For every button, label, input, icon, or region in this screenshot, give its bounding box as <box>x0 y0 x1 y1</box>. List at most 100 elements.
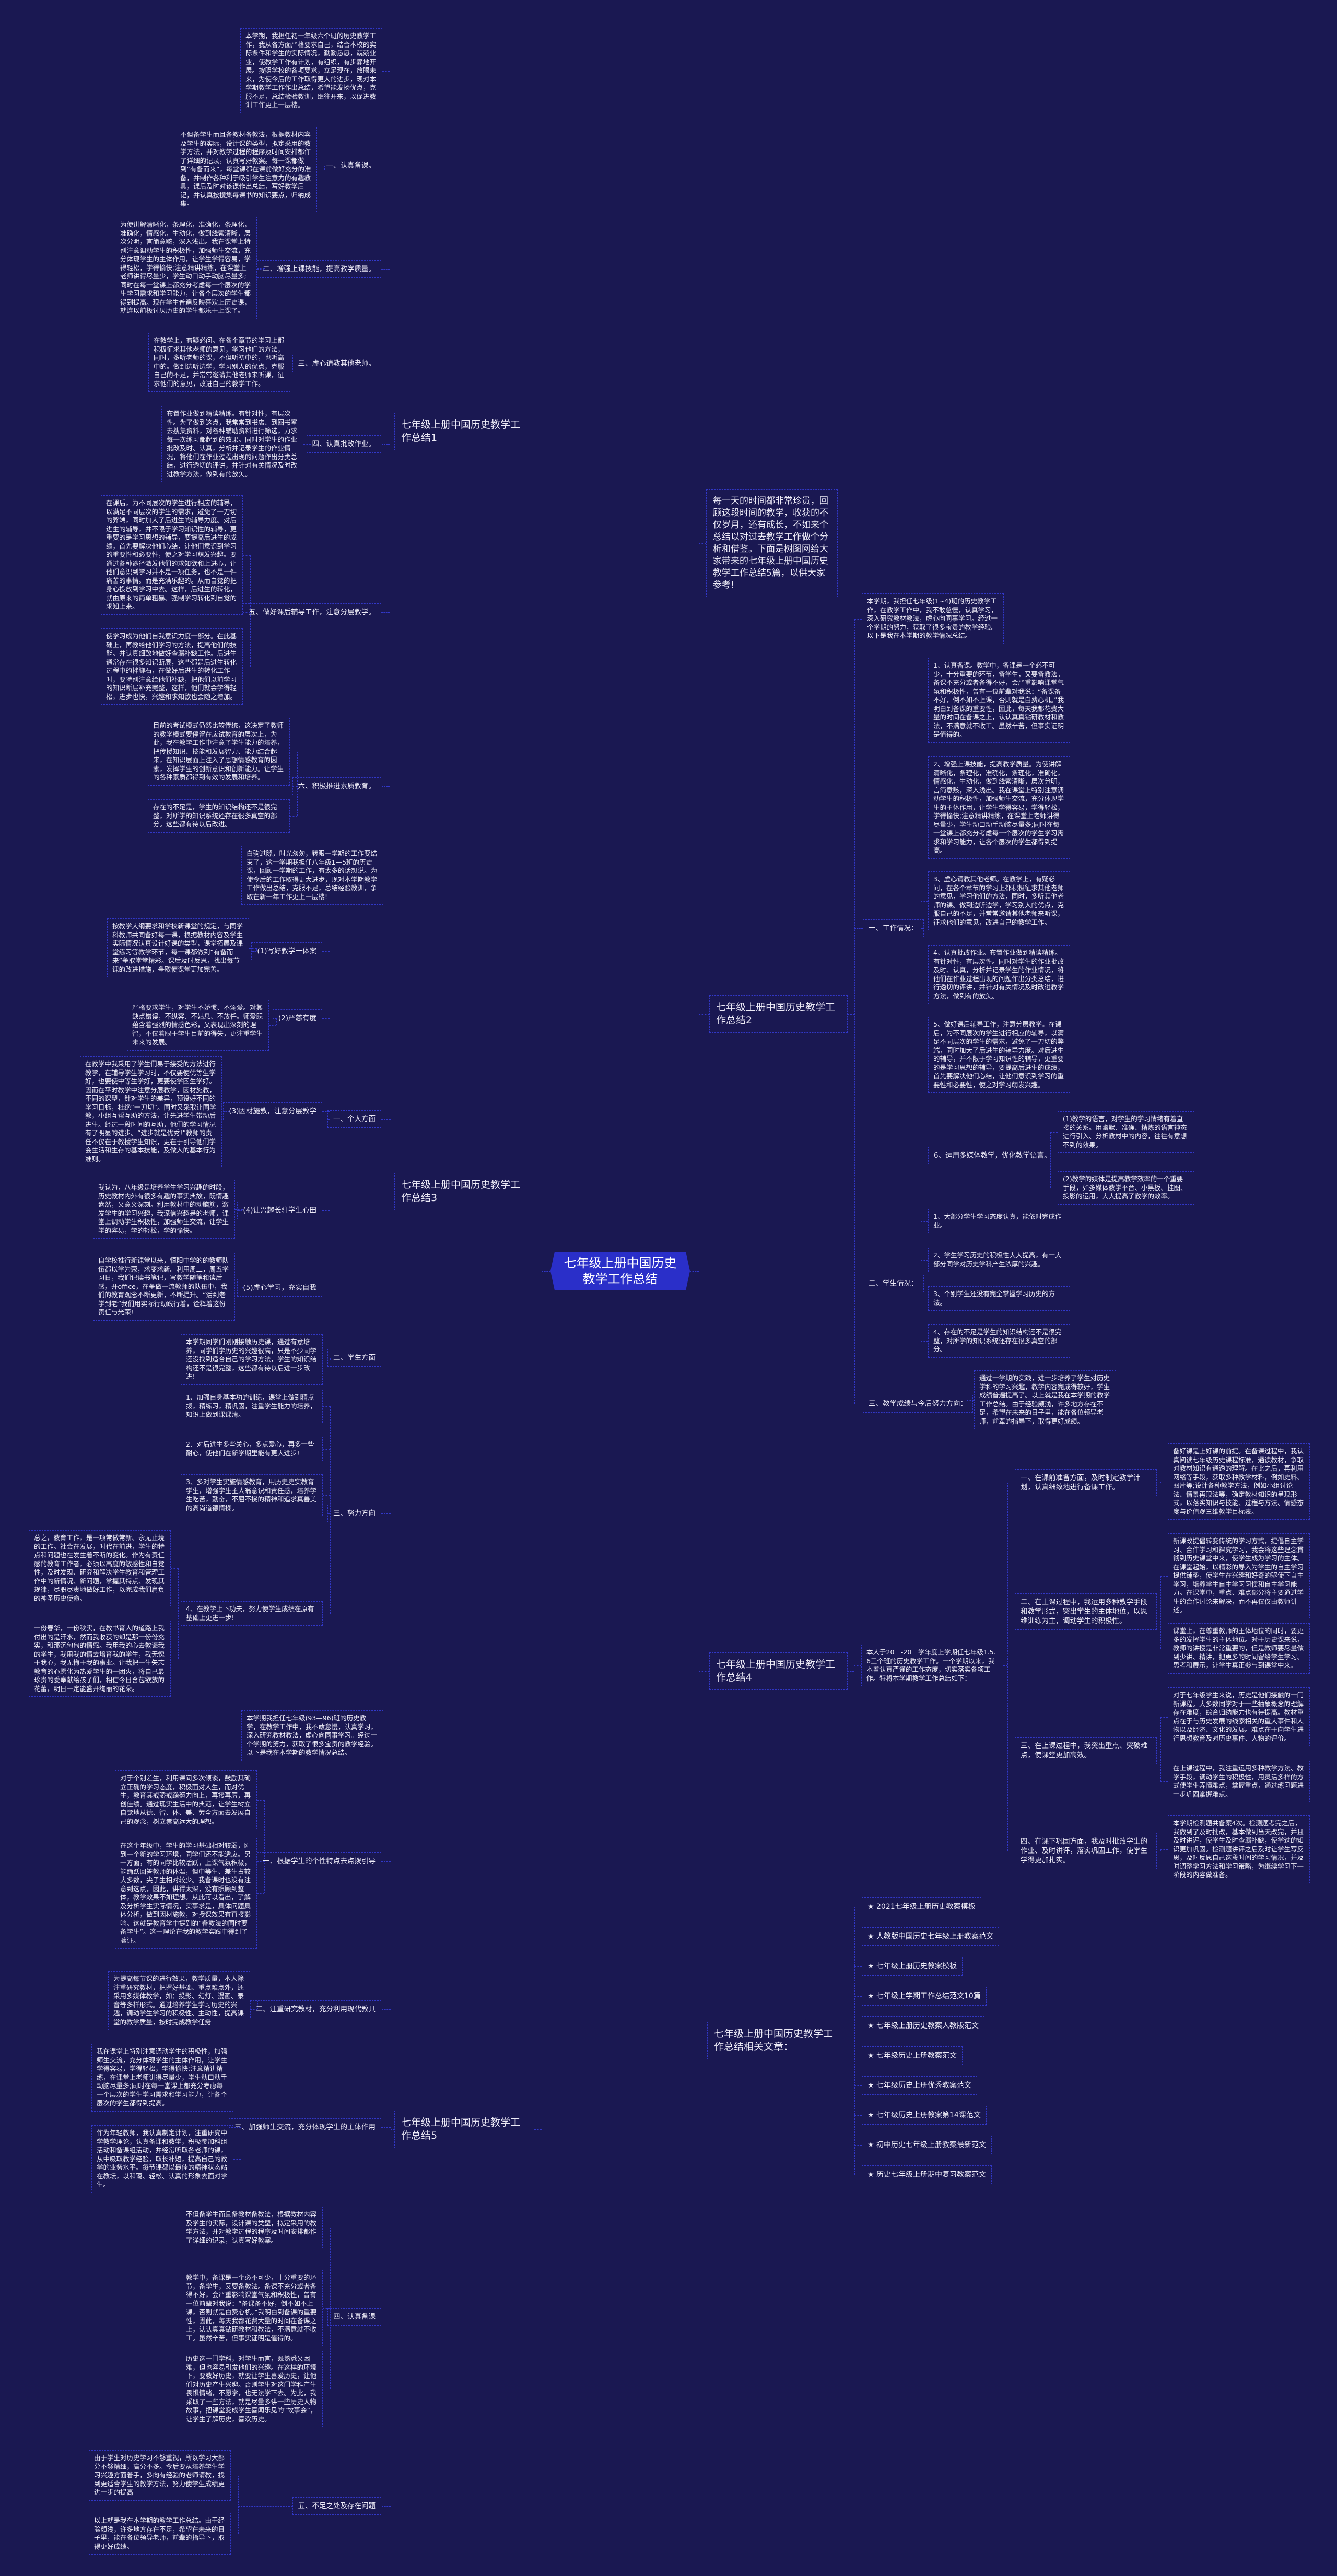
connector-line <box>381 1513 391 1514</box>
connector-line <box>1160 1482 1161 1483</box>
related-article-link[interactable]: 七年级上册历史教案人教版范文 <box>862 2016 985 2035</box>
connector-line <box>699 543 706 544</box>
connector-line <box>1160 1849 1161 1851</box>
branch-topic[interactable]: 七年级上册中国历史教学工作总结5 <box>394 2111 534 2148</box>
connector-line <box>323 1449 330 1450</box>
detail-note: 本学期我担任七年级(93—96)班的历史教学，在教学工作中，我不敢怠慢，认真学习… <box>241 1710 383 1761</box>
subtopic-heading: (5)虚心学习，充实自我 <box>237 1279 322 1297</box>
branch-topic[interactable]: 七年级上册中国历史教学工作总结3 <box>394 1173 534 1210</box>
connector-line <box>382 2009 391 2010</box>
connector-line <box>854 1665 861 1666</box>
detail-note: 1、加强自身基本功的训练，课堂上做到精点拨，精练习，精巩固，注重学生能力的培养，… <box>181 1390 323 1423</box>
connector-line <box>381 1861 391 1862</box>
detail-note: 目前的考试模式仍然比较传统，这决定了教师的教学模式要停留在应试教育的层次上，为此… <box>148 718 290 786</box>
connector-line <box>330 1358 331 1360</box>
branch-topic[interactable]: 七年级上册中国历史教学工作总结1 <box>394 413 534 450</box>
subtopic-heading: 三、努力方向 <box>327 1505 381 1522</box>
connector-line <box>327 1119 330 1120</box>
connector-line <box>237 1210 242 1211</box>
connector-line <box>921 901 928 902</box>
related-article-link[interactable]: 历史七年级上册期中复习教案范文 <box>862 2165 992 2184</box>
connector-line <box>1007 1483 1008 1851</box>
related-article-link[interactable]: 七年级历史上册优秀教案范文 <box>862 2076 978 2095</box>
related-article-link[interactable]: 初中历史七年级上册教案最新范文 <box>862 2136 992 2154</box>
subtopic-heading: 四、认真批改作业。 <box>306 435 381 453</box>
connector-line <box>854 2115 862 2116</box>
subtopic-heading: 三、虚心请教其他老师。 <box>292 355 381 372</box>
subtopic-heading: 二、学生情况： <box>863 1275 924 1292</box>
detail-note: (2)教学的媒体是提高教学效率的一个重要手段，如多媒体教学平台、小黑板、挂图、投… <box>1058 1171 1194 1205</box>
center-topic[interactable]: 七年级上册中国历史教学工作总结 <box>550 1252 690 1290</box>
connector-line <box>223 1111 229 1112</box>
connector-line <box>238 2506 292 2507</box>
connector-line <box>257 1893 264 1894</box>
subtopic-heading: 6、运用多媒体教学，优化教学语言。 <box>928 1147 1057 1164</box>
detail-note: 新课改提倡转变传统的学习方式，提倡自主学习、合作学习和探究学习，我会将这些理念贯… <box>1168 1533 1310 1618</box>
detail-note: 4、存在的不足是学生的知识结构还不是很完整，对所学的知识系统还存在很多真空的部分… <box>928 1324 1070 1358</box>
detail-note: 本学期同学们刚刚接触历史课，通过有意培养，同学们学历史的兴趣很高，只是不少同学还… <box>181 1334 323 1385</box>
branch-topic[interactable]: 七年级上册中国历史教学工作总结相关文章： <box>707 2022 848 2059</box>
detail-note: 使学习成为他们自我意识力度一部分。在此基础上，再教给他们学习的方法，提高他们的技… <box>101 628 243 705</box>
related-article-link[interactable]: 七年级历史上册教案范文 <box>862 2046 963 2065</box>
connector-line <box>699 1014 709 1015</box>
connector-line <box>854 2085 862 2086</box>
connector-line <box>1160 1576 1168 1577</box>
connector-line <box>264 1800 265 1893</box>
subtopic-heading: 三、加强师生交流，充分体现学生的主体作用 <box>229 2118 381 2136</box>
connector-line <box>921 1260 928 1261</box>
subtopic-heading: 二、在上课过程中，我运用多种教学手段和教学形式，突出学生的主体地位，以思维训练为… <box>1015 1593 1157 1630</box>
related-article-link[interactable]: 七年级上册历史教案模板 <box>862 1957 963 1976</box>
connector-line <box>534 2129 542 2130</box>
connector-line <box>921 1221 928 1222</box>
subtopic-heading: 六、积极推进素质教育。 <box>292 777 381 795</box>
detail-note: 以上就是我在本学期的教学工作总结。由于经验颇浅，许多地方存在不足，希望在未来的日… <box>89 2513 231 2555</box>
connector-line <box>854 2145 862 2146</box>
related-article-link[interactable]: 七年级上学期工作总结范文10篇 <box>862 1987 987 2006</box>
subtopic-heading: 一、认真备课。 <box>320 157 381 174</box>
connector-line <box>243 612 250 613</box>
detail-note: 4、认真批改作业。布置作业做到精读精练。有针对性，有层次性。同时对学生的作业批改… <box>928 945 1070 1004</box>
detail-note: 作为年轻教师，我认真制定计划，注重研究中学教学理论，认真备课和教学，积极参加科组… <box>91 2125 233 2193</box>
connector-line <box>229 2127 241 2128</box>
subtopic-heading: 五、不足之处及存在问题 <box>292 2497 381 2515</box>
subtopic-heading: 四、在课下巩固方面，我及时批改学生的作业、及时讲评，落实巩固工作，使学生学得更加… <box>1015 1833 1157 1869</box>
connector-line <box>854 928 863 929</box>
connector-line <box>382 2506 391 2507</box>
connector-line <box>1160 1849 1168 1850</box>
branch-topic[interactable]: 七年级上册中国历史教学工作总结2 <box>709 995 848 1033</box>
connector-line <box>323 1495 330 1496</box>
connector-line <box>382 444 390 445</box>
connector-line <box>290 816 297 817</box>
connector-line <box>297 752 298 816</box>
connector-line <box>1160 1576 1161 1649</box>
detail-note: 在上课过程中，我注重运用多种教学方法、教学手段，调动学生的积极性，用灵活多样的方… <box>1168 1761 1310 1802</box>
connector-line <box>257 1800 264 1801</box>
related-article-link[interactable]: 2021七年级上册历史教案模板 <box>862 1897 981 1916</box>
related-article-link[interactable]: 七年级历史上册教案第14课范文 <box>862 2106 987 2125</box>
detail-note: 备好课是上好课的前提。在备课过程中，我认真阅读七年级历史课程标准，通读教材，争取… <box>1168 1443 1310 1520</box>
connector-line <box>250 555 251 667</box>
detail-note: 存在的不足是，学生的知识结构还不是很完整，对所学的知识系统还存在很多真空的部分。… <box>148 799 290 833</box>
branch-topic[interactable]: 七年级上册中国历史教学工作总结4 <box>709 1652 848 1690</box>
connector-line <box>921 928 924 929</box>
detail-note: 教学中，备课是一个必不可少，十分重要的环节，备学生，又要备教法。备课不充分或者备… <box>181 2270 323 2346</box>
detail-note: 一份春华，一份秋实，在教书育人的道路上我付出的是汗水，然而我收获的却是那一份份充… <box>29 1621 171 1697</box>
connector-line <box>322 1111 330 1112</box>
subtopic-heading: (1)写好教学一体案 <box>251 942 322 960</box>
detail-note: 2、对后进生多些关心，多点爱心，再多一些耐心，使他们在新学期里能有更大进步! <box>181 1437 323 1461</box>
connector-line <box>243 555 250 556</box>
detail-note: 4、在教学上下功夫，努力使学生成绩在原有基础上更进一步! <box>181 1601 323 1626</box>
related-article-link[interactable]: 人教版中国历史七年级上册教案范文 <box>862 1927 1000 1946</box>
connector-line <box>171 1568 178 1569</box>
connector-line <box>967 1400 974 1401</box>
connector-line <box>690 1271 699 1272</box>
connector-line <box>257 268 264 269</box>
connector-line <box>323 1406 330 1407</box>
subtopic-heading: 一、在课前准备方面，及时制定教学计划，认真细致地进行备课工作。 <box>1015 1469 1157 1496</box>
connector-line <box>381 269 390 270</box>
detail-note: 在教学上，有疑必问。在各个章节的学习上都积极征求其他老师的意见，学习他们的方法，… <box>148 333 290 392</box>
connector-line <box>1160 1717 1161 1781</box>
detail-note: 严格要求学生，对学生不娇惯、不溺爱。对其缺点错误，不纵容、不姑息、不放任。师爱既… <box>127 1000 269 1051</box>
connector-line <box>322 1210 330 1211</box>
